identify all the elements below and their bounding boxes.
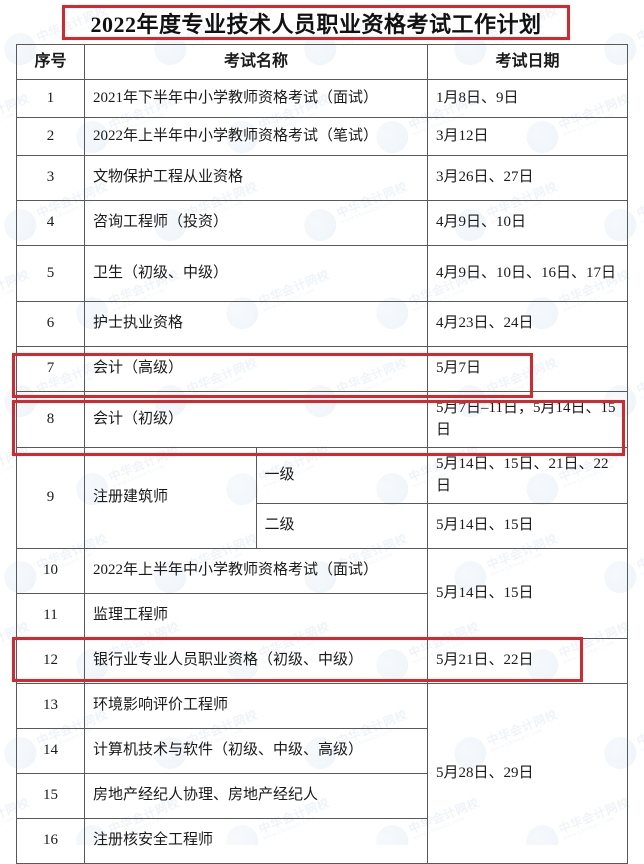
- table-row: 2 2022年上半年中小学教师资格考试（笔试） 3月12日: [16, 117, 628, 156]
- row-no: 1: [16, 79, 85, 118]
- table-row: 6 护士执业资格 4月23日、24日: [16, 301, 628, 347]
- row-exam-date: 5月14日、15日: [427, 503, 628, 549]
- row-exam-name: 2021年下半年中小学教师资格考试（面试）: [84, 79, 428, 118]
- table-row: 4 咨询工程师（投资） 4月9日、10日: [16, 200, 628, 246]
- row-no: 16: [16, 818, 85, 864]
- row-exam-name: 注册建筑师: [84, 447, 257, 549]
- row-exam-name: 监理工程师: [84, 593, 428, 639]
- table-row: 11 监理工程师: [16, 593, 628, 639]
- row-no: 6: [16, 301, 85, 347]
- row-exam-date: 5月14日、15日、21日、22日: [427, 447, 628, 504]
- table-row: 10 2022年上半年中小学教师资格考试（面试） 5月14日、15日: [16, 548, 628, 639]
- row-exam-name: 房地产经纪人协理、房地产经纪人: [84, 773, 428, 819]
- row-exam-date: 5月7日–11日，5月14日、15日: [427, 391, 628, 448]
- row-exam-name: 文物保护工程从业资格: [84, 155, 428, 201]
- table-row: 15 房地产经纪人协理、房地产经纪人: [16, 773, 628, 819]
- row-exam-date: 1月8日、9日: [427, 79, 628, 118]
- document-title-highlight-box: 2022年度专业技术人员职业资格考试工作计划: [62, 5, 570, 40]
- table-row: 13 环境影响评价工程师 5月28日、29日: [16, 683, 628, 864]
- table-row: 14 计算机技术与软件（初级、中级、高级）: [16, 728, 628, 774]
- row-no: 5: [16, 245, 85, 302]
- row-exam-name: 银行业专业人员职业资格（初级、中级）: [84, 638, 428, 684]
- column-header-name: 考试名称: [84, 44, 428, 80]
- row-exam-name: 2022年上半年中小学教师资格考试（笔试）: [84, 117, 428, 156]
- watermark-text: 中华会计网校 www.chinaacc.com: [634, 531, 644, 578]
- table-header: 序号 考试名称 考试日期: [16, 44, 628, 80]
- table-row: 9 注册建筑师 一级 5月14日、15日、21日、22日: [16, 447, 628, 549]
- row-exam-sub-level: 二级: [255, 503, 428, 549]
- row-no: 3: [16, 155, 85, 201]
- row-exam-name: 护士执业资格: [84, 301, 428, 347]
- exam-schedule-table: 序号 考试名称 考试日期 1 2021年下半年中小学教师资格考试（面试） 1月8…: [16, 44, 628, 864]
- row-exam-name: 环境影响评价工程师: [84, 683, 428, 729]
- row-exam-date: 4月23日、24日: [427, 301, 628, 347]
- table-row-highlighted: 8 会计（初级） 5月7日–11日，5月14日、15日: [16, 391, 628, 448]
- row-no: 7: [16, 346, 85, 392]
- row-no: 11: [16, 593, 85, 639]
- row-exam-date: 5月14日、15日: [427, 548, 628, 639]
- column-header-no: 序号: [16, 44, 85, 80]
- row-no: 15: [16, 773, 85, 819]
- row-exam-name: 2022年上半年中小学教师资格考试（面试）: [84, 548, 428, 594]
- row-exam-name: 计算机技术与软件（初级、中级、高级）: [84, 728, 428, 774]
- row-exam-name: 会计（初级）: [84, 391, 428, 448]
- row-exam-sub-level: 一级: [255, 447, 428, 504]
- table-body: 1 2021年下半年中小学教师资格考试（面试） 1月8日、9日 2 2022年上…: [16, 79, 628, 864]
- table-row: 二级 5月14日、15日: [17, 503, 628, 549]
- table-row-highlighted: 12 银行业专业人员职业资格（初级、中级） 5月21日、22日: [16, 638, 628, 684]
- row-no: 14: [16, 728, 85, 774]
- row-no: 12: [16, 638, 85, 684]
- table-row: 1 2021年下半年中小学教师资格考试（面试） 1月8日、9日: [16, 79, 628, 118]
- table-header-row: 序号 考试名称 考试日期: [16, 44, 628, 80]
- column-header-date: 考试日期: [427, 44, 628, 80]
- row-exam-name: 卫生（初级、中级）: [84, 245, 428, 302]
- row-exam-date: 3月26日、27日: [427, 155, 628, 201]
- watermark-text: 中华会计网校 www.chinaacc.com: [634, 355, 644, 402]
- row-no: 8: [16, 391, 85, 448]
- row-exam-name: 注册核安全工程师: [84, 818, 428, 864]
- row-exam-date: 5月21日、22日: [427, 638, 628, 684]
- row-no: 9: [16, 447, 85, 549]
- row-exam-name: 会计（高级）: [84, 346, 428, 392]
- row-exam-date: 3月12日: [427, 117, 628, 156]
- page-title: 2022年度专业技术人员职业资格考试工作计划: [90, 11, 542, 37]
- row-no: 13: [16, 683, 85, 729]
- row-no: 4: [16, 200, 85, 246]
- table-row: 3 文物保护工程从业资格 3月26日、27日: [16, 155, 628, 201]
- row-exam-date: 5月28日、29日: [427, 683, 628, 864]
- table-row: 5 卫生（初级、中级） 4月9日、10日、16日、17日: [16, 245, 628, 302]
- watermark-text: 中华会计网校 www.chinaacc.com: [634, 707, 644, 754]
- row-exam-date: 4月9日、10日、16日、17日: [427, 245, 628, 302]
- row-no: 2: [16, 117, 85, 156]
- row-exam-date: 5月7日: [427, 346, 628, 392]
- row-exam-name: 咨询工程师（投资）: [84, 200, 428, 246]
- table-row-highlighted: 7 会计（高级） 5月7日: [16, 346, 628, 392]
- row-exam-date: 4月9日、10日: [427, 200, 628, 246]
- watermark-text: 中华会计网校 www.chinaacc.com: [634, 3, 644, 50]
- watermark-text: 中华会计网校 www.chinaacc.com: [634, 179, 644, 226]
- row-no: 10: [16, 548, 85, 594]
